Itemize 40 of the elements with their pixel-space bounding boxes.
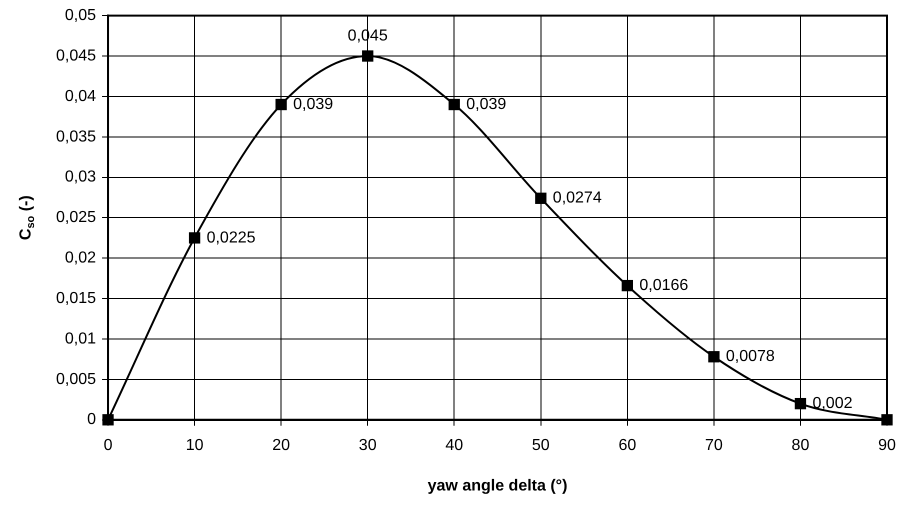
y-tick-label: 0	[87, 411, 96, 428]
x-tick-label: 0	[104, 436, 113, 454]
text: 0,039	[466, 96, 506, 113]
point	[794, 398, 806, 410]
text: 0,0274	[552, 190, 602, 207]
text: 0,0225	[206, 229, 256, 246]
y-axis-title: Cso (-)	[17, 195, 37, 240]
point	[881, 414, 893, 426]
x-axis-title: yaw angle delta (°)	[428, 477, 568, 494]
text: 0,0166	[639, 277, 688, 294]
point	[275, 98, 287, 110]
y-tick-label: 0,025	[56, 209, 96, 226]
x-tick-label: 40	[445, 436, 464, 454]
y-tick-label: 0,035	[56, 128, 96, 146]
y-tick-label: 0,02	[64, 250, 96, 267]
point	[708, 351, 720, 362]
point	[362, 50, 374, 62]
y-tick-label: 0,01	[64, 330, 96, 348]
x-tick-label: 20	[272, 436, 290, 454]
text: 0,002	[812, 395, 852, 412]
y-tick-label: 0,045	[56, 47, 96, 64]
x-tick-label: 10	[186, 436, 204, 454]
x-tick-label: 70	[705, 436, 723, 454]
y-tick-label: 0,03	[64, 168, 96, 186]
x-tick-label: 80	[792, 436, 810, 454]
point	[535, 192, 546, 204]
point	[188, 232, 200, 244]
y-tick-label: 0,05	[64, 7, 96, 24]
text: 0,0078	[726, 348, 775, 366]
y-tick-label: 0,005	[56, 370, 96, 388]
point	[102, 414, 114, 426]
y-tick-label: 0,04	[64, 88, 96, 105]
x-tick-label: 90	[878, 436, 896, 454]
x-tick-label: 50	[532, 436, 550, 454]
point	[448, 98, 460, 110]
y-tick-label: 0,015	[56, 290, 96, 307]
x-tick-label: 30	[358, 436, 377, 454]
x-tick-label: 60	[618, 436, 636, 454]
point	[622, 280, 634, 292]
text: 0,039	[293, 96, 334, 113]
